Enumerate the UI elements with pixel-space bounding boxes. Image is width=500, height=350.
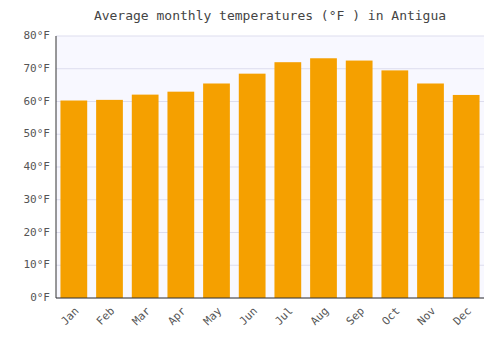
y-tick-label: 70°F xyxy=(24,62,51,75)
y-tick-label: 0°F xyxy=(30,291,50,304)
x-axis-line xyxy=(56,298,484,299)
y-tick-labels: 0°F 10°F 20°F 30°F 40°F 50°F 60°F 70°F 80°F xyxy=(24,29,51,304)
bar xyxy=(167,92,194,298)
y-tick-label: 20°F xyxy=(24,226,51,239)
x-tick-label: Feb xyxy=(94,305,117,328)
bar xyxy=(310,58,337,298)
x-tick-label: Jul xyxy=(272,305,295,328)
bar xyxy=(346,61,373,298)
x-tick-label: May xyxy=(201,304,225,328)
y-tick-label: 30°F xyxy=(24,193,51,206)
bar xyxy=(96,100,123,298)
bar xyxy=(453,95,480,298)
x-tick-label: Sep xyxy=(344,305,367,328)
x-tick-label: Apr xyxy=(165,304,189,328)
chart-container: 0°F 10°F 20°F 30°F 40°F 50°F 60°F 70°F 80°F Jan Fe… xyxy=(0,0,500,350)
y-axis-line xyxy=(56,36,57,298)
grid-line xyxy=(56,298,484,299)
plot-background xyxy=(56,36,484,298)
y-tick-label: 40°F xyxy=(24,160,51,173)
x-tick-label: Jan xyxy=(58,305,81,328)
bar xyxy=(239,74,266,298)
bar xyxy=(60,101,87,298)
x-tick-label: Jun xyxy=(237,305,260,328)
x-tick-labels: Jan Feb Mar Apr May Jun Jul Aug Sep Oct Nov Dec xyxy=(58,304,474,328)
grid-line xyxy=(56,68,484,69)
x-tick-label: Mar xyxy=(130,304,154,328)
bar xyxy=(203,83,230,298)
x-tick-label: Nov xyxy=(415,304,439,328)
chart: 0°F 10°F 20°F 30°F 40°F 50°F 60°F 70°F 80°F Jan Fe… xyxy=(0,0,500,350)
title: Average monthly temperatures (°F ) in An… xyxy=(94,8,446,23)
grid xyxy=(56,36,484,298)
bar xyxy=(132,95,159,298)
x-tick-label: Oct xyxy=(379,305,402,328)
y-tick-label: 80°F xyxy=(24,29,51,42)
grid-line xyxy=(56,36,484,37)
x-tick-label: Aug xyxy=(308,305,331,328)
bar xyxy=(274,62,301,298)
bar xyxy=(381,70,408,298)
bars xyxy=(60,58,479,298)
y-tick-label: 10°F xyxy=(24,258,51,271)
x-tick-label: Dec xyxy=(451,305,474,328)
y-tick-label: 50°F xyxy=(24,127,51,140)
bar xyxy=(417,83,444,298)
y-tick-label: 60°F xyxy=(24,95,51,108)
